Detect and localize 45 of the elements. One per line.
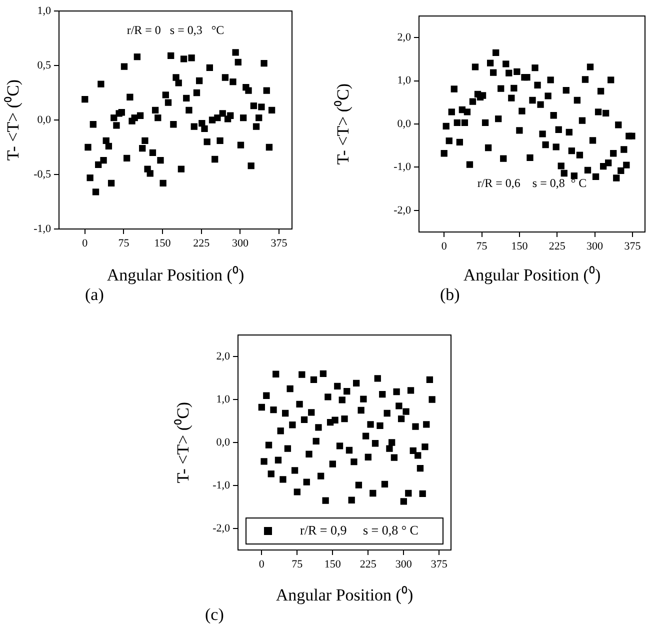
x-tick-label: 225 bbox=[548, 240, 566, 252]
x-tick-label: 75 bbox=[292, 558, 304, 570]
y-tick-label: 1,0 bbox=[397, 74, 412, 87]
x-tick-label: 0 bbox=[82, 237, 88, 250]
x-tick-label: 300 bbox=[232, 237, 249, 250]
y-tick-label: -2,0 bbox=[394, 204, 412, 216]
y-tick-label: -2,0 bbox=[212, 522, 230, 534]
x-tick-label: 225 bbox=[193, 237, 210, 250]
x-tick-label: 0 bbox=[441, 240, 448, 252]
y-axis-title: T- <T> (⁰C) bbox=[334, 83, 353, 165]
y-tick-label: 0,0 bbox=[37, 114, 52, 126]
y-tick-label: -1,0 bbox=[212, 479, 230, 492]
y-tick-label: 0,5 bbox=[37, 59, 52, 72]
x-tick-label: 300 bbox=[395, 558, 412, 570]
annotation: r/R = 0,6 s = 0,8 ° C bbox=[477, 176, 587, 190]
y-axis-title: T- <T> (⁰C) bbox=[174, 402, 193, 484]
x-tick-label: 300 bbox=[586, 240, 604, 252]
x-tick-label: 225 bbox=[360, 558, 377, 570]
text: (c) bbox=[205, 605, 224, 625]
x-tick-label: 375 bbox=[270, 237, 288, 250]
x-tick-label: 150 bbox=[324, 558, 342, 570]
x-tick-label: 0 bbox=[258, 558, 265, 570]
x-tick-label: 150 bbox=[154, 237, 172, 250]
y-axis-title: T- <T> (⁰C) bbox=[4, 79, 23, 161]
x-axis-title: Angular Position (⁰) bbox=[276, 585, 414, 604]
legend-label: r/R = 0,9 s = 0,8 ° C bbox=[300, 522, 418, 538]
y-tick-label: 0,0 bbox=[216, 436, 230, 448]
y-tick-label: 2,0 bbox=[397, 31, 412, 44]
y-tick-label: 2,0 bbox=[216, 350, 230, 362]
x-tick-label: 375 bbox=[430, 558, 448, 570]
y-tick-label: 0,0 bbox=[397, 118, 412, 130]
x-tick-label: 75 bbox=[118, 237, 130, 250]
annotation: r/R = 0 s = 0,3 °C bbox=[126, 23, 224, 38]
y-tick-label: 1,0 bbox=[37, 4, 52, 17]
text: (b) bbox=[440, 285, 460, 305]
x-axis-title: Angular Position (⁰) bbox=[106, 265, 244, 284]
x-axis-title: Angular Position (⁰) bbox=[463, 265, 601, 284]
y-tick-label: -1,0 bbox=[394, 161, 412, 174]
y-tick-label: -1,0 bbox=[34, 222, 52, 235]
y-tick-label: 1,0 bbox=[216, 393, 230, 406]
x-tick-label: 375 bbox=[624, 240, 642, 252]
text: (a) bbox=[85, 285, 104, 305]
x-tick-label: 75 bbox=[476, 240, 488, 252]
x-tick-label: 150 bbox=[511, 240, 528, 252]
y-tick-label: -0,5 bbox=[34, 168, 52, 180]
